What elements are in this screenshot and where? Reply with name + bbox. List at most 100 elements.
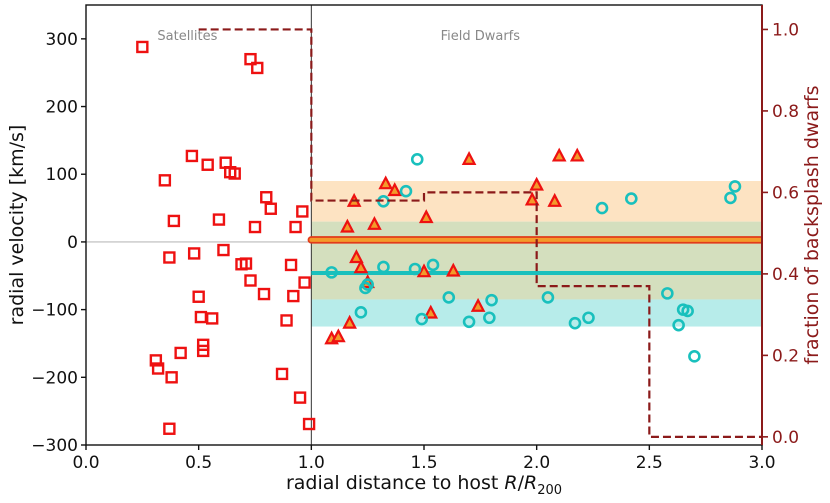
- x-tick-label: 1.5: [410, 453, 437, 473]
- y-axis-label: radial velocity [km/s]: [6, 125, 28, 326]
- backsplash-dwarf-point: [551, 147, 567, 162]
- satellite-point: [158, 174, 172, 187]
- backsplash-dwarf-point: [342, 314, 357, 329]
- field-dwarf-point: [568, 316, 582, 330]
- y2-tick-label: 0.8: [772, 102, 799, 122]
- x-tick-label: 2.5: [636, 453, 663, 473]
- satellite-point: [284, 258, 298, 272]
- y-tick-label: 200: [46, 98, 78, 118]
- satellite-point: [248, 220, 262, 234]
- field-dwarf-point: [410, 153, 424, 166]
- backsplash-dwarf-point: [367, 215, 382, 230]
- satellite-point: [185, 149, 199, 163]
- satellite-point: [194, 310, 208, 324]
- field-dwarf-point: [688, 350, 701, 363]
- satellite-point: [196, 344, 210, 358]
- backsplash-dwarf-point: [423, 304, 439, 319]
- y2-tick-label: 1.0: [772, 20, 799, 40]
- satellite-point: [275, 367, 289, 381]
- backsplash-dwarf-point: [529, 176, 544, 191]
- right-y-axis-label: fraction of backsplash dwarfs: [801, 85, 823, 364]
- satellite-point: [136, 40, 149, 54]
- x-tick-label: 0.0: [72, 453, 99, 473]
- satellite-point: [298, 276, 311, 289]
- backsplash-dwarf-point: [349, 249, 364, 264]
- field-dwarf-point: [681, 304, 694, 318]
- satellite-point: [174, 346, 187, 360]
- field-dwarf-point: [399, 184, 413, 198]
- markers-layer: [136, 40, 742, 435]
- satellite-point: [167, 214, 181, 228]
- field-dwarf-point: [728, 180, 742, 193]
- field-dwarf-point: [325, 266, 338, 279]
- satellite-point: [302, 417, 316, 431]
- backsplash-dwarf-point: [461, 150, 477, 165]
- field-dwarf-point: [426, 258, 440, 272]
- field-dwarf-point: [415, 312, 429, 326]
- region-label-field-dwarfs: Field Dwarfs: [441, 29, 521, 44]
- satellite-point: [244, 52, 257, 66]
- satellite-point: [212, 213, 226, 226]
- field-dwarf-point: [541, 291, 555, 304]
- satellite-point: [163, 251, 176, 264]
- y2-tick-label: 0.0: [772, 428, 799, 448]
- satellite-point: [201, 158, 214, 171]
- satellite-point: [163, 422, 176, 435]
- field-dwarf-point: [483, 311, 496, 325]
- y-tick-label: −300: [31, 436, 78, 456]
- backsplash-dwarf-point: [416, 263, 432, 278]
- satellite-point: [187, 247, 201, 260]
- field-dwarf-point: [672, 318, 685, 332]
- field-dwarf-point: [485, 293, 498, 307]
- satellite-point: [260, 191, 273, 204]
- y-tick-label: −100: [31, 301, 78, 321]
- field-dwarf-point: [408, 262, 422, 276]
- satellite-point: [251, 61, 264, 75]
- satellite-point: [289, 220, 302, 234]
- satellite-point: [149, 354, 163, 367]
- right-y-axis: 0.0 0.2 0.4 0.6 0.8 1.0: [762, 20, 799, 448]
- satellite-point: [287, 289, 300, 303]
- region-label-satellites: Satellites: [157, 29, 217, 44]
- x-axis: 0.0 0.5 1.0 1.5 2.0 2.5 3.0: [72, 445, 776, 473]
- y2-tick-label: 0.4: [772, 265, 799, 285]
- y2-tick-label: 0.2: [772, 346, 799, 366]
- cyan-band: [311, 299, 762, 327]
- satellite-point: [205, 312, 219, 325]
- x-tick-label: 1.0: [298, 453, 325, 473]
- backsplash-dwarf-point: [353, 259, 369, 274]
- backsplash-fraction-line: [198, 28, 762, 438]
- satellite-point: [264, 202, 277, 215]
- backsplash-dwarf-point: [524, 191, 540, 206]
- backsplash-dwarf-point: [569, 147, 585, 162]
- backsplash-dwarf-point: [547, 192, 563, 207]
- satellite-point: [151, 362, 165, 375]
- field-dwarf-point: [625, 192, 638, 205]
- field-dwarf-point: [661, 287, 674, 300]
- x-axis-label: radial distance to host R/R200: [286, 472, 562, 498]
- satellite-point: [293, 391, 307, 404]
- field-dwarf-point: [377, 260, 390, 274]
- satellite-point: [244, 274, 257, 287]
- satellite-point: [228, 167, 241, 180]
- satellite-point: [239, 257, 253, 270]
- satellite-point: [280, 314, 293, 327]
- backsplash-dwarf-point: [418, 209, 434, 224]
- field-dwarf-point: [361, 278, 374, 291]
- x-tick-label: 2.0: [523, 453, 550, 473]
- backsplash-dwarf-point: [445, 262, 461, 277]
- x-tick-label: 3.0: [748, 453, 775, 473]
- field-dwarf-point: [724, 191, 737, 205]
- backsplash-dwarf-point: [340, 218, 355, 233]
- satellite-point: [192, 290, 205, 303]
- satellite-point: [257, 287, 271, 301]
- y-axis: −300 −200 −100 0 100 200 300: [31, 30, 86, 456]
- backsplash-dwarf-point: [470, 297, 486, 312]
- field-dwarf-point: [595, 201, 609, 215]
- x-tick-label: 0.5: [185, 453, 212, 473]
- satellite-point: [217, 243, 230, 257]
- backsplash-dwarf-point: [387, 182, 403, 197]
- y2-tick-label: 0.6: [772, 183, 799, 203]
- plot-area: [86, 5, 762, 445]
